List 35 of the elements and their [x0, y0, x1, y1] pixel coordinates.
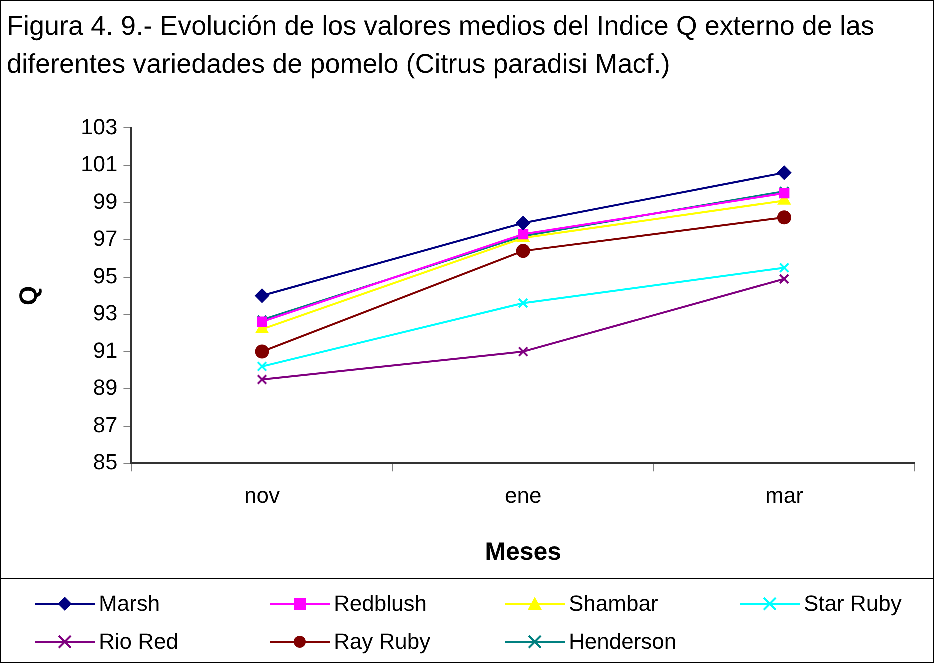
legend-label: Redblush — [334, 591, 427, 617]
point — [779, 274, 790, 284]
legend-label: Marsh — [99, 591, 160, 617]
point — [777, 210, 792, 225]
point — [516, 244, 530, 258]
legend-label: Shambar — [569, 591, 658, 617]
legend-label: Ray Ruby — [334, 629, 431, 655]
point — [516, 216, 530, 230]
point — [777, 166, 792, 180]
y-axis-title: Q — [14, 286, 43, 306]
point — [255, 288, 270, 303]
y-tick-label: 85 — [93, 450, 118, 475]
chart-title: Figura 4. 9.- Evolución de los valores medios del Indice Q externo de las diferentes variedades de pomelo (Citrus paradisi Macf.) — [7, 10, 876, 81]
y-tick-label: 99 — [93, 188, 118, 214]
y-tick-label: 91 — [93, 338, 118, 363]
point — [257, 374, 268, 385]
x-axis-title: Meses — [485, 538, 562, 566]
point — [518, 298, 529, 309]
y-tick-label: 93 — [93, 300, 118, 326]
y-tick-label: 89 — [93, 375, 118, 400]
legend-label: Star Ruby — [804, 591, 902, 617]
x-tick-label: ene — [504, 482, 542, 508]
x-tick-label: nov — [244, 482, 280, 508]
x-tick-label: mar — [766, 482, 804, 508]
y-tick-label: 87 — [93, 412, 118, 438]
y-tick-label: 97 — [93, 226, 118, 252]
y-tick-label: 101 — [80, 152, 118, 177]
point — [518, 346, 529, 358]
point — [779, 262, 790, 274]
y-tick-label: 103 — [80, 114, 118, 140]
legend-label: Rio Red — [99, 629, 178, 655]
legend-label: Henderson — [569, 629, 677, 655]
y-tick-label: 95 — [93, 263, 118, 288]
point — [257, 361, 268, 372]
point — [255, 344, 270, 359]
